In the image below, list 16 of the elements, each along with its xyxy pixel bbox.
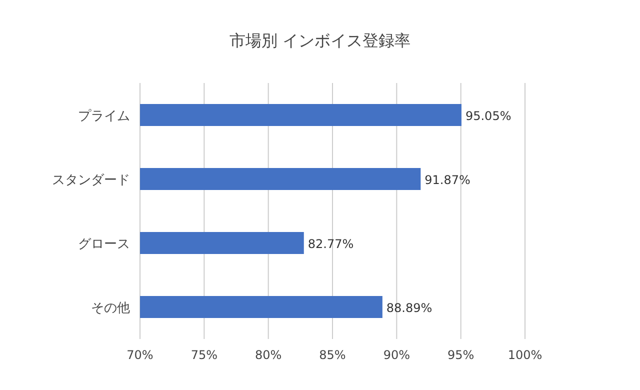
x-tick-label: 75% [190,348,218,362]
x-tick-label: 95% [447,348,474,362]
y-tick-label: スタンダード [52,173,130,188]
x-tick-label: 85% [319,348,346,362]
x-tick-label: 90% [383,348,410,362]
x-tick-label: 70% [126,348,154,362]
x-tick-label: 100% [508,348,542,362]
data-label: 91.87% [424,173,470,187]
x-tick-label: 80% [254,348,282,362]
y-tick-label: その他 [91,301,130,316]
chart-title: 市場別 インボイス登録率 [229,31,411,50]
y-tick-label: グロース [78,237,130,252]
data-label: 82.77% [308,237,354,251]
data-label: 95.05% [465,109,512,123]
y-tick-label: プライム [78,109,130,124]
data-label: 88.89% [386,301,432,315]
